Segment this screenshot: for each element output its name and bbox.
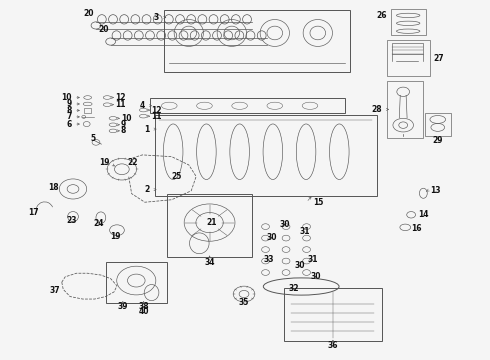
Bar — [387, 81, 423, 138]
Text: 32: 32 — [289, 284, 299, 293]
Text: 20: 20 — [83, 9, 94, 18]
Bar — [150, 98, 345, 113]
Bar — [391, 9, 426, 35]
Text: 19: 19 — [98, 158, 109, 167]
Text: 8: 8 — [121, 126, 126, 135]
Text: 17: 17 — [28, 208, 39, 217]
Bar — [164, 10, 350, 72]
Text: 33: 33 — [263, 255, 274, 264]
Text: 22: 22 — [127, 158, 138, 167]
Bar — [425, 113, 451, 136]
Text: 35: 35 — [239, 298, 249, 307]
Text: 3: 3 — [153, 13, 159, 22]
Text: 31: 31 — [307, 255, 318, 264]
Text: 4: 4 — [140, 101, 145, 110]
Text: 6: 6 — [66, 120, 72, 129]
Text: 27: 27 — [434, 54, 444, 63]
Bar — [392, 43, 423, 54]
Text: 20: 20 — [98, 25, 109, 34]
Text: 11: 11 — [151, 112, 162, 121]
Text: 24: 24 — [93, 219, 104, 228]
Text: 11: 11 — [115, 100, 125, 109]
Text: 2: 2 — [145, 185, 150, 194]
Text: 18: 18 — [48, 183, 58, 192]
Text: 40: 40 — [138, 307, 149, 316]
Bar — [167, 194, 252, 257]
Text: 38: 38 — [138, 302, 149, 311]
Text: 31: 31 — [299, 228, 310, 237]
Bar — [387, 40, 430, 76]
Text: 9: 9 — [121, 120, 126, 129]
Text: 8: 8 — [66, 106, 72, 115]
Bar — [84, 108, 91, 113]
Text: 10: 10 — [121, 114, 131, 123]
Text: 15: 15 — [314, 198, 324, 207]
Text: 37: 37 — [49, 286, 60, 295]
Text: 23: 23 — [66, 216, 77, 225]
Text: 9: 9 — [66, 99, 72, 108]
Text: 16: 16 — [411, 224, 421, 233]
Text: 30: 30 — [294, 261, 305, 270]
Text: 10: 10 — [61, 93, 72, 102]
Text: 30: 30 — [267, 233, 277, 242]
Text: 12: 12 — [115, 93, 125, 102]
Bar — [155, 116, 377, 196]
Bar — [284, 288, 382, 341]
Text: 13: 13 — [430, 185, 440, 194]
Text: 1: 1 — [145, 125, 150, 134]
Text: 12: 12 — [151, 105, 162, 114]
Text: 19: 19 — [110, 232, 121, 241]
Text: 7: 7 — [66, 112, 72, 121]
Text: 29: 29 — [433, 136, 443, 145]
Text: 34: 34 — [204, 258, 215, 267]
Bar — [106, 262, 167, 303]
Text: 28: 28 — [371, 105, 382, 114]
Text: 30: 30 — [311, 272, 321, 281]
Text: 36: 36 — [328, 341, 338, 350]
Text: 25: 25 — [172, 172, 182, 181]
Text: 21: 21 — [207, 218, 217, 227]
Text: 26: 26 — [376, 11, 387, 20]
Text: 39: 39 — [118, 302, 128, 311]
Text: 30: 30 — [280, 220, 290, 229]
Text: 5: 5 — [91, 134, 96, 143]
Text: 14: 14 — [418, 210, 429, 219]
